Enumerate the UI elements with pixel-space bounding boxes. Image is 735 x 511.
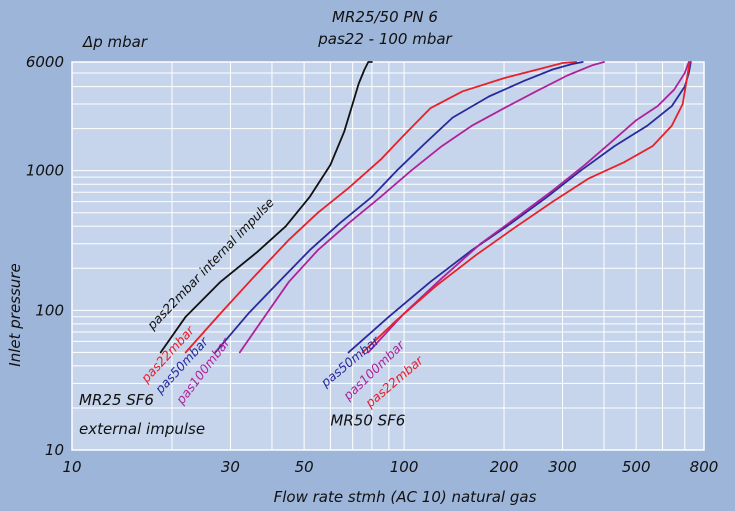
x-tick-label: 30 bbox=[221, 458, 240, 476]
y-tick-label: 1000 bbox=[26, 162, 64, 180]
y-tick-label: 10 bbox=[45, 441, 64, 459]
series-line bbox=[184, 61, 578, 354]
annotation: external impulse bbox=[79, 420, 205, 438]
x-tick-label: 800 bbox=[690, 458, 719, 476]
x-tick-label: 500 bbox=[622, 458, 651, 476]
x-tick-label: 200 bbox=[490, 458, 519, 476]
annotation: MR50 SF6 bbox=[330, 411, 405, 429]
series-line bbox=[238, 61, 605, 354]
chart-subtitle: pas22 - 100 mbar bbox=[317, 30, 452, 48]
series-layer bbox=[159, 61, 692, 354]
tick-labels: 10 30 50 100 200 300 500 800 10 100 1000 6000 bbox=[26, 53, 719, 476]
unit-label: Δp mbar bbox=[82, 33, 148, 51]
series-line bbox=[214, 61, 584, 354]
plot-border bbox=[71, 61, 705, 451]
y-axis-label: Inlet pressure bbox=[6, 263, 24, 366]
annotations: MR25 SF6 external impulse MR50 SF6 bbox=[79, 391, 405, 438]
chart-title: MR25/50 PN 6 bbox=[332, 8, 438, 26]
plot-area bbox=[72, 62, 704, 450]
x-axis-label: Flow rate stmh (AC 10) natural gas bbox=[274, 488, 537, 506]
x-tick-label: 100 bbox=[390, 458, 419, 476]
y-tick-label: 6000 bbox=[26, 53, 64, 71]
grid bbox=[71, 61, 705, 451]
x-tick-label: 10 bbox=[62, 458, 81, 476]
annotation: MR25 SF6 bbox=[79, 391, 154, 409]
series-line bbox=[367, 61, 690, 354]
series-line bbox=[159, 61, 373, 354]
x-tick-label: 50 bbox=[295, 458, 314, 476]
series-line bbox=[361, 61, 691, 354]
x-tick-label: 300 bbox=[548, 458, 577, 476]
y-tick-label: 100 bbox=[35, 301, 64, 319]
